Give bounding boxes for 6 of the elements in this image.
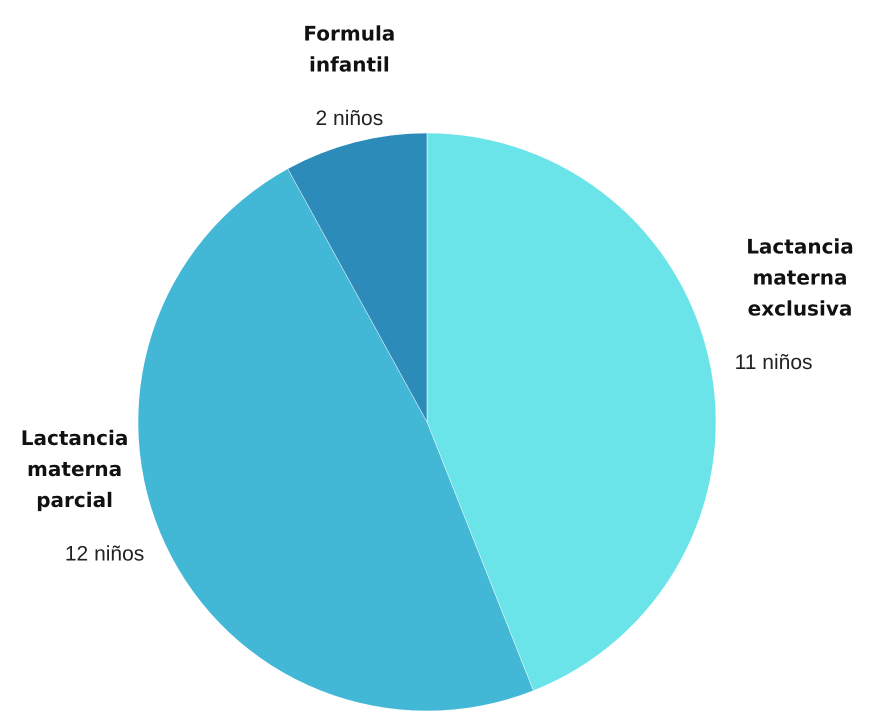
data-label: 11 niños — [734, 351, 813, 374]
slice-label: Lactancia materna exclusiva — [746, 234, 854, 321]
data-label: 12 niños — [64, 542, 144, 566]
slice-label: Lactancia materna parcial — [20, 426, 128, 512]
data-label: 2 niños — [316, 107, 384, 130]
slice-label: Formula infantil — [303, 22, 396, 77]
